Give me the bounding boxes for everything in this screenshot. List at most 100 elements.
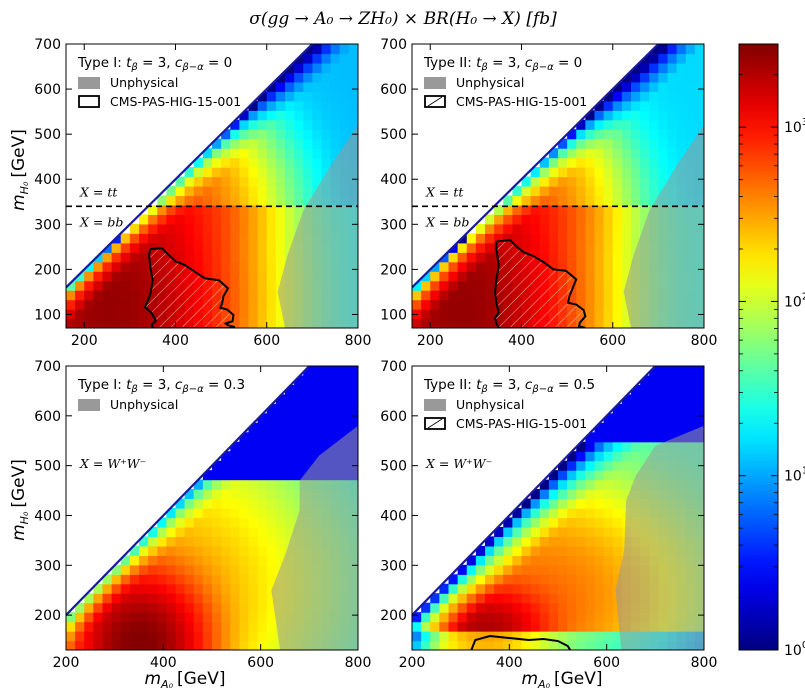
heatmap-cell	[685, 413, 696, 424]
heatmap-cell	[184, 204, 195, 215]
heatmap-cell	[539, 214, 550, 225]
heatmap-cell	[111, 574, 122, 585]
heatmap-cell	[548, 612, 559, 623]
heatmap-cell	[312, 44, 323, 55]
heatmap-cell	[567, 138, 577, 149]
heatmap-cell	[212, 583, 222, 594]
heatmap-cell	[640, 422, 650, 433]
heatmap-cell	[658, 366, 669, 377]
heatmap-cell	[339, 110, 350, 121]
heatmap-cell	[111, 280, 122, 291]
heatmap-cell	[612, 290, 623, 301]
heatmap-cell	[202, 498, 213, 509]
chart-title: σ(gg → A₀ → ZH₀) × BR(H₀ → X) [fb]	[249, 9, 557, 29]
heatmap-cell	[166, 583, 177, 594]
heatmap-cell	[139, 252, 149, 263]
heatmap-cell	[120, 252, 131, 263]
heatmap-cell	[193, 574, 204, 585]
heatmap-cell	[303, 157, 313, 168]
heatmap-cell	[202, 252, 213, 263]
heatmap-cell	[321, 72, 332, 83]
heatmap-cell	[157, 545, 167, 556]
heatmap-cell	[221, 612, 231, 623]
heatmap-cell	[649, 176, 659, 187]
heatmap-cell	[339, 62, 350, 73]
y-tick-label: 300	[34, 217, 61, 233]
heatmap-cell	[667, 403, 678, 414]
heatmap-cell	[120, 574, 131, 585]
heatmap-cell	[694, 62, 704, 73]
heatmap-cell	[266, 186, 277, 197]
heatmap-cell	[494, 640, 504, 650]
heatmap-cell	[294, 81, 304, 92]
heatmap-cell	[275, 252, 286, 263]
heatmap-cell	[494, 612, 504, 623]
heatmap-cell	[685, 53, 696, 64]
heatmap-cell	[166, 526, 177, 537]
heatmap-cell	[166, 640, 177, 650]
heatmap-cell	[248, 176, 259, 187]
heatmap-cell	[485, 242, 495, 253]
heatmap-cell	[230, 508, 240, 519]
heatmap-cell	[585, 261, 596, 272]
heatmap-cell	[120, 583, 131, 594]
heatmap-cell	[285, 517, 295, 528]
heatmap-cell	[257, 186, 268, 197]
heatmap-cell	[585, 593, 596, 604]
heatmap-cell	[603, 536, 614, 547]
heatmap-cell	[421, 309, 431, 320]
heatmap-cell	[285, 148, 295, 159]
heatmap-cell	[548, 242, 559, 253]
heatmap-cell	[148, 526, 158, 537]
heatmap-cell	[594, 460, 605, 471]
heatmap-cell	[221, 593, 231, 604]
heatmap-cell	[257, 583, 268, 594]
heatmap-cell	[212, 148, 222, 159]
heatmap-cell	[248, 110, 259, 121]
heatmap-cell	[603, 242, 614, 253]
heatmap-cell	[248, 640, 259, 650]
heatmap-cell	[512, 555, 523, 566]
heatmap-cell	[120, 564, 131, 575]
y-axis-label-top: mH₀[GeV]	[9, 129, 31, 211]
heatmap-cell	[603, 309, 614, 320]
heatmap-cell	[184, 574, 195, 585]
heatmap-cell	[321, 44, 332, 55]
unphysical-region	[623, 125, 704, 328]
heatmap-cell	[530, 602, 541, 613]
heatmap-cell	[594, 290, 605, 301]
heatmap-cell	[512, 621, 523, 632]
heatmap-cell	[530, 526, 541, 537]
heatmap-cell	[548, 564, 559, 575]
heatmap-cell	[576, 204, 586, 215]
heatmap-cell	[576, 470, 586, 481]
heatmap-cell	[576, 526, 586, 537]
heatmap-cell	[430, 271, 440, 282]
panel-frame	[411, 43, 705, 329]
heatmap-cell	[649, 91, 659, 102]
heatmap-cell	[193, 167, 204, 178]
heatmap-cell	[548, 526, 559, 537]
heatmap-cell	[148, 214, 158, 225]
heatmap-cell	[439, 290, 450, 301]
heatmap-cell	[111, 602, 122, 613]
heatmap-cell	[567, 233, 577, 244]
heatmap-cell	[612, 299, 623, 310]
heatmap-cell	[202, 479, 213, 490]
heatmap-cell	[166, 564, 177, 575]
heatmap-cell	[93, 252, 104, 263]
heatmap-cell	[485, 309, 495, 320]
heatmap-cell	[239, 318, 250, 328]
heatmap-cell	[585, 545, 596, 556]
heatmap-cell	[230, 564, 240, 575]
heatmap-cell	[667, 413, 678, 424]
heatmap-cell	[530, 545, 541, 556]
heatmap-cell	[485, 299, 495, 310]
heatmap-cell	[676, 100, 687, 111]
heatmap-cell	[330, 366, 341, 377]
heatmap-cell	[66, 280, 76, 291]
heatmap-cell	[239, 204, 250, 215]
heatmap-cell	[221, 470, 231, 481]
heatmap-cell	[530, 186, 541, 197]
heatmap-cell	[221, 574, 231, 585]
